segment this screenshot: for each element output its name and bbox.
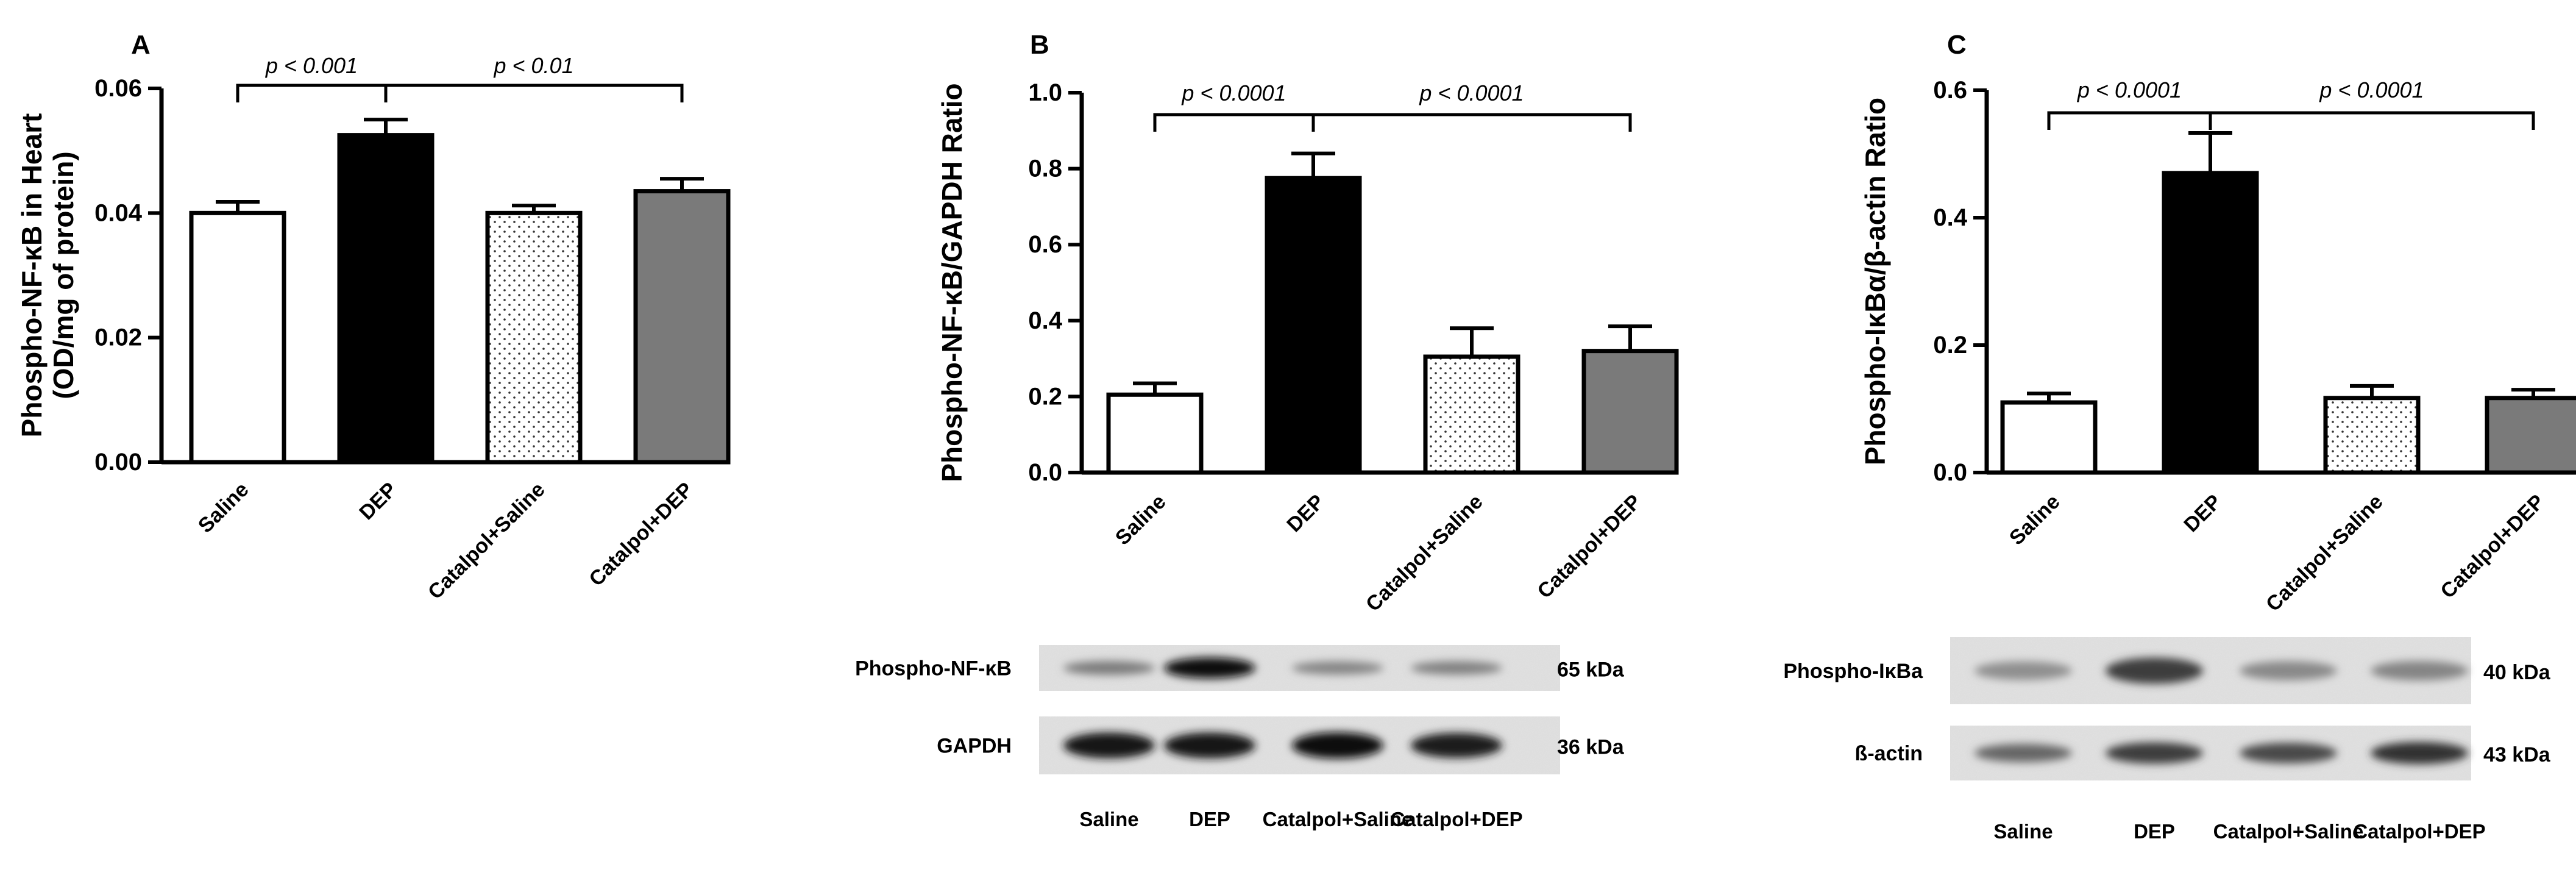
p-value-label: p < 0.0001 [2319,77,2424,102]
significance-bracket [386,85,682,102]
y-tick-label: 0.00 [94,449,142,476]
significance-bracket [1155,115,1313,132]
y-tick-label: 1.0 [1028,79,1062,106]
bar-catalpol-saline [488,213,580,462]
chart-panel-B: B 0.0 0.2 0.4 0.6 0.8 1.0 Phospho-NF-κB/GAPDH R… [936,30,1677,616]
panel-label: B [1030,30,1049,60]
blot-band [1164,657,1255,679]
bar-dep [2164,173,2257,473]
y-axis-label: Phospho-NF-κB in Heart [16,113,48,438]
western-blot-B: Phospho-NF-κB 65 kDa GAPDH 36 kDa Saline DEP C… [855,645,1625,830]
blot-band [2240,661,2337,680]
y-tick-label: 0.4 [1028,307,1062,334]
category-label: Catalpol+DEP [2436,490,2549,603]
bar-catalpol-saline [2326,398,2418,473]
blot-band [1063,661,1155,675]
p-value-label: p < 0.0001 [2077,77,2182,102]
blot-kda-label: 43 kDa [2483,743,2551,766]
y-tick-label: 0.6 [1933,77,1967,104]
blot-band [2106,742,2203,763]
y-axis-label: (OD/mg of protein) [48,151,79,399]
y-tick-label: 0.02 [94,324,142,351]
blot-band [2240,743,2337,763]
blot-lane-label: Saline [1993,820,2053,843]
significance-bracket [2049,113,2210,130]
blot-lane-label: Catalpol+DEP [2353,820,2485,843]
category-label: Catalpol+DEP [584,478,697,591]
p-value-label: p < 0.001 [265,53,358,78]
bar-catalpol-dep [2487,398,2576,473]
y-tick-label: 0.8 [1028,155,1062,182]
y-tick-label: 0.2 [1933,332,1967,359]
p-value-label: p < 0.01 [493,53,573,78]
y-tick-label: 0.0 [1933,459,1967,486]
blot-lane-label: DEP [2134,820,2175,843]
y-tick-label: 0.2 [1028,383,1062,410]
y-tick-label: 0.04 [94,199,143,226]
category-label: Catalpol+Saline [2262,490,2388,616]
blot-lane-label: Catalpol+Saline [2213,820,2364,843]
y-tick-label: 0.0 [1028,459,1062,486]
bar-catalpol-dep [1584,351,1677,473]
category-label: Saline [2005,490,2065,550]
bar-dep [339,135,432,462]
bar-saline [2003,402,2095,473]
significance-bracket [238,85,386,102]
blot-lane-label: DEP [1189,808,1230,830]
category-label: DEP [2179,490,2226,537]
bar-saline [191,213,284,462]
category-label: Catalpol+DEP [1533,490,1645,603]
panel-label: A [131,30,151,60]
blot-band [2371,742,2468,764]
significance-bracket [1313,115,1630,132]
blot-row-label: Phospho-NF-κB [855,657,1012,680]
y-tick-label: 0.6 [1028,231,1062,258]
blot-band [1411,733,1502,758]
category-label: Saline [1111,490,1171,550]
bar-saline [1109,395,1201,473]
blot-row-label: GAPDH [937,735,1012,758]
category-label: DEP [355,478,401,524]
blot-kda-label: 36 kDa [1557,736,1625,759]
p-value-label: p < 0.0001 [1419,80,1524,105]
blot-band [1975,744,2072,762]
y-tick-label: 0.06 [94,75,142,102]
bar-catalpol-dep [636,191,728,462]
blot-band [1063,732,1155,758]
bar-catalpol-saline [1425,357,1518,473]
category-label: Catalpol+Saline [1361,490,1488,616]
blot-band [2371,661,2468,680]
blot-lane-label: Catalpol+DEP [1390,808,1522,830]
blot-kda-label: 40 kDa [2483,661,2551,684]
blot-band [1975,662,2072,680]
chart-panel-C: C 0.0 0.2 0.4 0.6 Phospho-IκBα/β-actin Ratio S… [1859,30,2576,616]
category-label: Catalpol+Saline [424,478,550,604]
significance-bracket [2210,113,2533,130]
category-label: Saline [194,478,254,538]
y-axis-label: Phospho-IκBα/β-actin Ratio [1859,98,1891,465]
category-label: DEP [1282,490,1329,537]
y-tick-label: 0.4 [1933,204,1967,231]
blot-band [2106,658,2203,684]
blot-row-label: Phospho-IκBa [1783,660,1923,683]
blot-lane-label: Saline [1079,808,1138,830]
blot-band [1411,661,1502,674]
blot-kda-label: 65 kDa [1557,659,1625,682]
blot-band [1292,732,1383,759]
chart-panel-A: A 0.00 0.02 0.04 0.06 Phospho-NF-κB in Heart(… [16,30,728,604]
blot-band [1164,732,1255,758]
blot-row-label: ß-actin [1855,742,1923,765]
western-blot-C: Phospho-IκBa 40 kDa ß-actin 43 kDa Saline DEP… [1783,637,2550,843]
p-value-label: p < 0.0001 [1181,80,1286,105]
blot-band [1292,662,1383,675]
bar-dep [1267,178,1360,473]
y-axis-label: Phospho-NF-κB/GAPDH Ratio [936,83,968,482]
panel-label: C [1947,30,1967,60]
